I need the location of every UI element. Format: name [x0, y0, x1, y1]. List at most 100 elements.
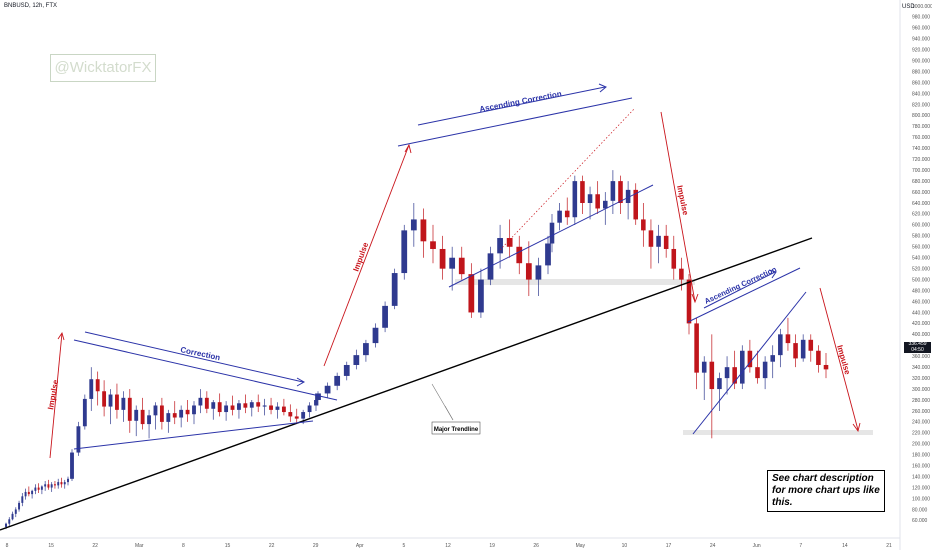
price-tick-label: 420.000 [912, 321, 930, 327]
time-tick-label: 22 [92, 543, 98, 549]
candle-body [21, 496, 24, 503]
candle-body [18, 502, 21, 510]
candle-body [134, 409, 139, 421]
candle-body [166, 413, 171, 422]
candle-body [281, 406, 286, 413]
candle-body [102, 391, 107, 407]
price-tick-label: 740.000 [912, 146, 930, 152]
price-tick-label: 640.000 [912, 201, 930, 207]
time-axis[interactable]: 8 15 22 Mar 8 15 22 29 Apr 5 12 19 26 May 10 17 24 Jun 7 14… [6, 543, 892, 549]
candle-body [363, 343, 369, 356]
candle-body [785, 334, 791, 344]
candlestick-series [5, 170, 829, 530]
time-tick-label: 19 [489, 543, 495, 549]
label-ascending-correction-2: Ascending Correction [703, 264, 778, 305]
correction-wedge-top [73, 339, 338, 401]
candle-body [800, 339, 806, 359]
time-tick-label: 24 [710, 543, 716, 549]
candle-body [595, 194, 600, 209]
ascending-wedge-bottom [692, 291, 807, 435]
correction-wedge-bottom [73, 420, 314, 450]
candle-body [372, 327, 379, 344]
impulse-arrow-2 [323, 144, 410, 367]
candle-body [724, 367, 730, 379]
major-trendline [0, 237, 813, 531]
candle-body [458, 257, 465, 275]
time-tick-label: Jun [753, 543, 761, 549]
price-tick-label: 200.000 [912, 442, 930, 448]
candle-body [641, 219, 646, 231]
dotted-trend [499, 107, 636, 251]
price-tick-label: 540.000 [912, 256, 930, 262]
time-tick-label: 15 [48, 543, 54, 549]
candle-body [324, 385, 331, 394]
candle-body [587, 194, 593, 204]
price-tick-label: 360.000 [912, 354, 930, 360]
support-zone-upper [455, 279, 695, 285]
candle-body [172, 413, 177, 418]
candle-body [70, 452, 74, 479]
candle-body [808, 339, 814, 351]
time-tick-label: 29 [313, 543, 319, 549]
candle-body [224, 405, 229, 413]
price-tick-label: 160.000 [912, 463, 930, 469]
label-impulse-3: Impulse [675, 185, 690, 217]
price-tick-label: 800.000 [912, 113, 930, 119]
price-tick-label: 180.000 [912, 453, 930, 459]
candle-body [701, 361, 707, 373]
price-tick-label: 820.000 [912, 102, 930, 108]
candle-body [8, 519, 11, 524]
label-impulse-2: Impulse [351, 241, 370, 273]
annotations-layer: Impulse Correction Impulse Ascending Cor… [0, 83, 861, 531]
price-tick-label: 80.000 [912, 507, 928, 513]
price-tick-label: 980.000 [912, 15, 930, 21]
ascending-correction-2-upper [703, 271, 776, 309]
candle-body [34, 487, 37, 491]
price-tick-label: 340.000 [912, 365, 930, 371]
candle-body [262, 405, 267, 407]
candle-body [656, 235, 661, 247]
time-tick-label: Mar [135, 543, 144, 549]
price-tick-label: 560.000 [912, 245, 930, 251]
candle-body [747, 350, 753, 368]
last-price-tag: 336.459 04:50 [904, 341, 931, 353]
candle-body [121, 397, 126, 410]
candle-body [564, 210, 570, 218]
candle-body [50, 484, 53, 488]
price-tick-label: 860.000 [912, 80, 930, 86]
watermark: @WicktatorFX [50, 54, 156, 82]
candle-body [410, 219, 417, 231]
candle-body [44, 484, 47, 487]
label-correction: Correction [180, 345, 222, 362]
candle-body [755, 367, 760, 379]
candle-body [243, 403, 248, 408]
candle-body [478, 279, 484, 313]
price-tick-label: 1000.000 [912, 4, 932, 10]
candle-body [648, 230, 654, 247]
candle-body [420, 219, 427, 242]
candle-body [545, 243, 551, 266]
candle-body [24, 491, 27, 497]
candle-body [60, 482, 63, 485]
candle-body [249, 402, 254, 408]
price-tick-label: 880.000 [912, 69, 930, 75]
candle-body [816, 350, 821, 365]
price-tick-label: 700.000 [912, 168, 930, 174]
correction-arrow-head [296, 377, 306, 387]
label-impulse-1: Impulse [46, 378, 60, 410]
candle-body [353, 355, 360, 365]
candle-body [334, 375, 341, 386]
candle-body [31, 490, 34, 495]
price-axis[interactable]: 1000.000 980.000 960.000 940.000 920.000 900.… [912, 4, 932, 524]
candle-body [439, 248, 446, 269]
candle-body [301, 412, 306, 419]
bar-countdown: 04:50 [911, 346, 924, 353]
candle-body [572, 181, 578, 218]
candle-body [717, 378, 722, 390]
candle-body [230, 405, 235, 410]
candle-body [762, 361, 768, 379]
candle-body [633, 189, 639, 220]
price-tick-label: 60.000 [912, 518, 928, 524]
chart-description-note: See chart description for more chart ups… [767, 470, 885, 512]
